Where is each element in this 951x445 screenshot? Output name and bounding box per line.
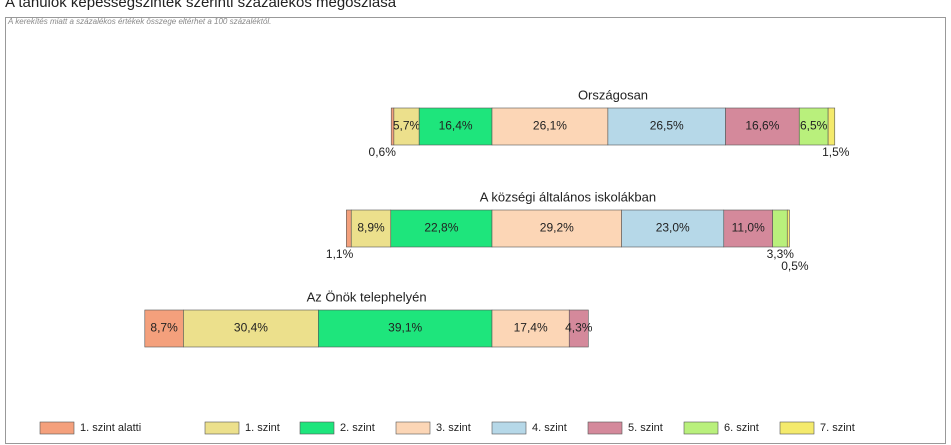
data-label: 8,9% [357,221,385,235]
category-label: Országosan [578,87,648,102]
bar-segment [491,209,622,248]
bar-segment [393,107,420,146]
bar-segment [390,209,493,248]
chart-subtitle: A kerekítés miatt a százalékos értékek ö… [7,17,271,26]
bar-segment [491,107,609,146]
bar-segment [144,309,184,348]
chart-frame [5,17,946,444]
bar-segment [725,107,800,146]
bar-segment [798,107,829,146]
bar-segment [772,209,788,248]
bar-segment [827,107,836,146]
legend-label: 5. szint [628,422,663,434]
category-label: A községi általános iskolákban [480,189,656,204]
legend-swatch [587,421,623,435]
data-label: 39,1% [388,321,422,335]
data-label: 3,3% [767,247,795,261]
bar-segment [346,209,352,248]
bar-segment [418,107,493,146]
data-label: 1,1% [326,247,354,261]
bar-segment [786,209,790,248]
legend-swatch [491,421,527,435]
legend-swatch [779,421,815,435]
legend-swatch [39,421,75,435]
data-label: 8,7% [150,321,178,335]
bar-segment [568,309,589,348]
data-label: 26,1% [533,119,567,133]
bar-segment [723,209,773,248]
legend-swatch [204,421,240,435]
legend-swatch [299,421,335,435]
legend-label: 7. szint [820,422,855,434]
data-label: 4,3% [565,321,593,335]
data-label: 6,5% [800,119,828,133]
legend-label: 1. szint alatti [80,422,141,434]
chart-title: A tanulók képességszintek szerinti száza… [5,0,397,11]
legend-label: 2. szint [340,422,375,434]
data-label: 22,8% [424,221,458,235]
data-label: 16,4% [439,119,473,133]
bar-segment [350,209,392,248]
data-label: 5,7% [393,119,421,133]
data-label: 29,2% [540,221,574,235]
bar-segment [621,209,725,248]
data-label: 16,6% [745,119,779,133]
data-label: 30,4% [234,321,268,335]
data-label: 23,0% [656,221,690,235]
legend-swatch [683,421,719,435]
legend-label: 3. szint [436,422,471,434]
data-label: 0,6% [369,145,397,159]
data-label: 0,5% [781,259,809,273]
legend-swatch [395,421,431,435]
legend-label: 4. szint [532,422,567,434]
bar-segment [318,309,493,348]
data-label: 1,5% [822,145,850,159]
category-label: Az Önök telephelyén [307,289,427,304]
bar-segment [491,309,570,348]
data-label: 11,0% [732,221,765,235]
legend-label: 6. szint [724,422,759,434]
bar-segment [607,107,726,146]
legend-label: 1. szint [245,422,280,434]
data-label: 26,5% [650,119,684,133]
data-label: 17,4% [514,321,548,335]
